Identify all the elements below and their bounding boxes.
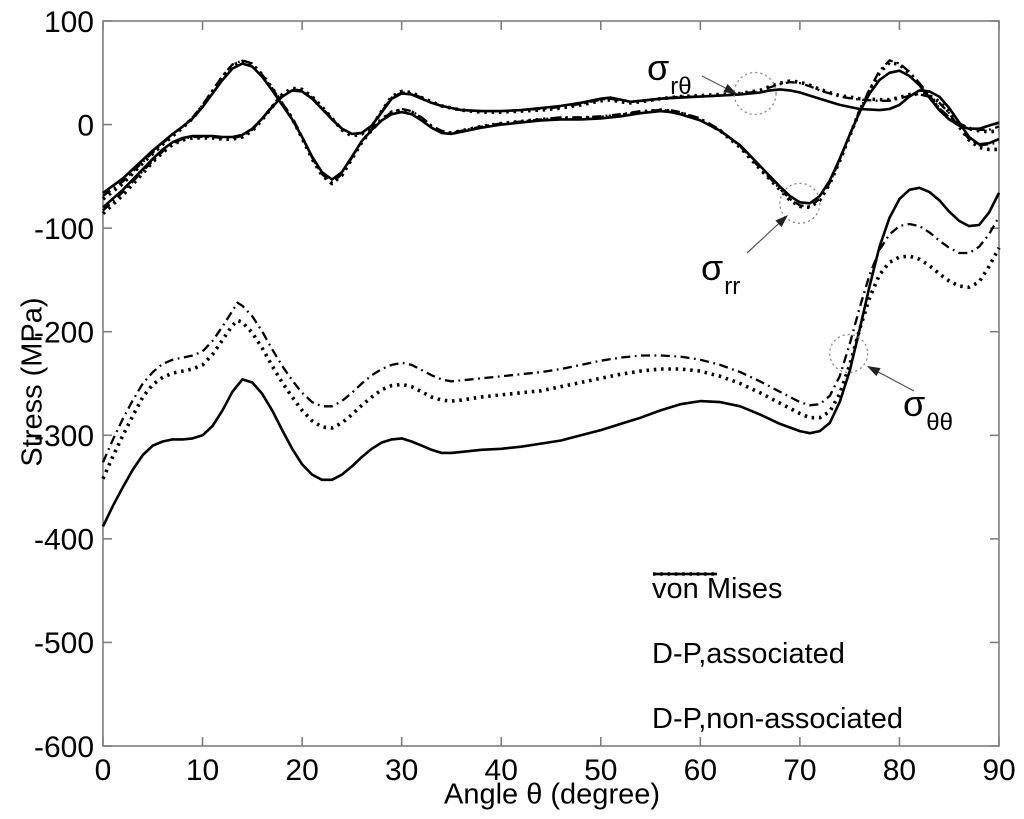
y-axis-label: Stress (MPa) (16, 297, 49, 467)
annotation-label-sigma-rr: σrr (701, 247, 740, 299)
annotation-label-sigma-r-theta: σrθ (647, 47, 692, 99)
annotation-symbol: σ (701, 247, 724, 288)
annotation-circle-sigma-r-theta (733, 71, 777, 116)
legend-label-dp-non-associated: D-P,non-associated (652, 702, 903, 735)
x-tick-label: 30 (385, 754, 418, 787)
annotation-subscript: rr (724, 273, 741, 301)
curve-sigma-rtheta-von-mises (102, 88, 1000, 209)
annotation-subscript: θθ (926, 409, 953, 437)
annotation-arrowhead-sigma-theta-theta (867, 366, 881, 377)
x-tick-label: 90 (982, 754, 1015, 787)
x-tick-label: 80 (883, 754, 916, 787)
annotation-symbol: σ (903, 383, 926, 424)
legend-label-dp-associated: D-P,associated (652, 637, 845, 670)
plot-box (102, 20, 1000, 747)
annotation-subscript: rθ (670, 73, 692, 101)
legend-item-von-mises: von Mises (652, 570, 903, 608)
x-tick-label: 0 (95, 754, 112, 787)
y-tick-label: 100 (44, 6, 94, 39)
x-axis-label: Angle θ (degree) (443, 778, 661, 811)
y-tick-label: 0 (77, 109, 94, 142)
annotation-circle-sigma-theta-theta (829, 333, 869, 374)
legend-line-dashdot-icon (653, 572, 717, 576)
y-tick-label: -500 (34, 627, 94, 660)
curve-sigma-rtheta-dp-non-associated (102, 80, 1000, 212)
legend-label-von-mises: von Mises (652, 572, 783, 605)
curve-sigma-thetatheta-von-mises (101, 186, 1001, 527)
y-tick-label: -400 (34, 524, 94, 557)
x-tick-label: 50 (584, 754, 617, 787)
annotation-symbol: σ (647, 47, 670, 88)
curve-sigma-rr-dp-non-associated (102, 59, 1000, 208)
legend: von Mises D-P,associated D-P,non-associa… (652, 570, 903, 765)
x-tick-label: 40 (485, 754, 518, 787)
annotation-label-sigma-theta-theta: σθθ (903, 383, 953, 435)
curve-sigma-thetatheta-dp-associated (101, 246, 1001, 480)
y-tick-label: -100 (34, 213, 94, 246)
curve-sigma-rr-dp-associated (101, 59, 1000, 210)
y-tick-label: -600 (34, 731, 94, 764)
curve-sigma-rr-von-mises (102, 62, 1000, 205)
y-tick-label: -200 (34, 317, 94, 350)
annotation-arrow-line-sigma-theta-theta (874, 369, 915, 392)
annotation-arrow-line-sigma-rr (746, 220, 782, 254)
annotation-arrowhead-sigma-rr (775, 215, 788, 228)
curve-sigma-thetatheta-dp-non-associated (101, 216, 1000, 463)
y-tick-label: -300 (34, 420, 94, 453)
x-tick-label: 10 (186, 754, 219, 787)
x-tick-label: 20 (285, 754, 318, 787)
legend-item-dp-non-associated: D-P,non-associated (652, 572, 903, 738)
annotation-arrow-line-sigma-r-theta (701, 75, 730, 91)
legend-item-dp-associated: D-P,associated (652, 572, 903, 673)
x-tick-label: 70 (783, 754, 816, 787)
annotation-circle-sigma-rr (779, 182, 821, 224)
x-tick-label: 60 (684, 754, 717, 787)
annotation-arrowhead-sigma-r-theta (723, 84, 737, 94)
